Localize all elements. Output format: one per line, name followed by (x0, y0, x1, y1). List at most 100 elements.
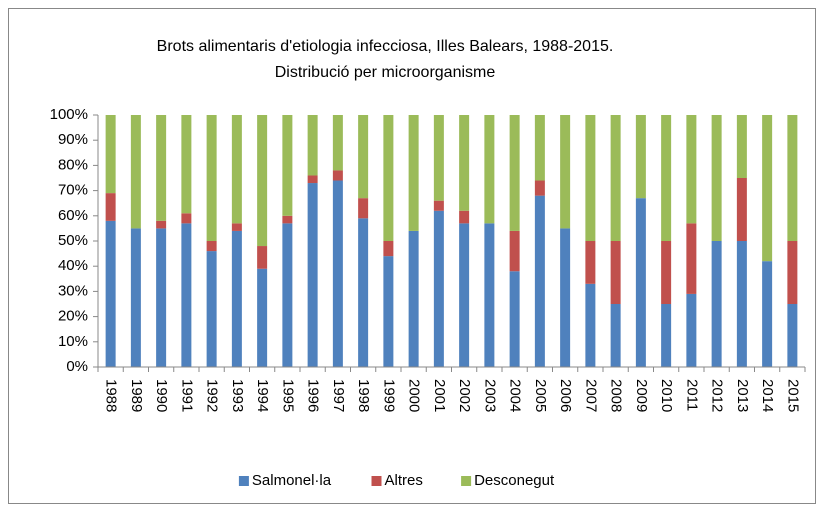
x-tick-label: 1995 (279, 379, 296, 412)
bar-segment (787, 304, 798, 367)
bar-segment (736, 115, 747, 178)
x-tick-label: 1991 (178, 379, 195, 412)
bar-segment (635, 115, 646, 199)
x-tick-label: 2006 (557, 379, 574, 412)
bar-segment (257, 268, 268, 367)
bar-segment (661, 115, 672, 241)
y-tick-label: 10% (58, 333, 88, 350)
bar-segment (282, 223, 293, 367)
x-tick-label: 1993 (229, 379, 246, 412)
x-tick-label: 2000 (406, 379, 423, 412)
x-tick-label: 2003 (481, 379, 498, 412)
bar-segment (358, 198, 369, 219)
bar-segment (610, 115, 621, 241)
x-tick-label: 1997 (330, 379, 347, 412)
bar-segment (459, 223, 470, 367)
bar-segment (181, 223, 192, 367)
bar-segment (585, 241, 596, 284)
bar-segment (686, 115, 697, 224)
bar-segment (661, 304, 672, 367)
x-tick-label: 2008 (608, 379, 625, 412)
x-tick-label: 2014 (759, 379, 776, 412)
x-tick-label: 2015 (784, 379, 801, 412)
bar-segment (307, 183, 318, 367)
bar-segment (358, 218, 369, 367)
bar-segment (130, 115, 141, 229)
chart-subtitle: Distribució per microorganisme (275, 64, 496, 81)
bar-segment (433, 210, 444, 367)
y-tick-label: 30% (58, 282, 88, 299)
bar-segment (130, 228, 141, 367)
bar-segment (610, 304, 621, 367)
legend-label: Altres (385, 472, 423, 489)
y-tick-label: 60% (58, 207, 88, 224)
x-tick-label: 2002 (456, 379, 473, 412)
y-tick-label: 80% (58, 156, 88, 173)
bar-segment (156, 115, 167, 221)
legend-label: Desconegut (474, 472, 555, 489)
bar-segment (736, 178, 747, 241)
x-tick-label: 1988 (103, 379, 120, 412)
bar-segment (105, 115, 116, 194)
x-tick-label: 1989 (128, 379, 145, 412)
x-tick-label: 1998 (355, 379, 372, 412)
x-tick-label: 2007 (582, 379, 599, 412)
y-tick-label: 90% (58, 131, 88, 148)
bar-segment (661, 241, 672, 304)
bar-segment (383, 115, 394, 241)
bar-segment (534, 195, 545, 367)
x-tick-label: 2011 (683, 379, 700, 411)
legend-swatch (238, 476, 249, 486)
bar-segment (206, 115, 217, 241)
bar-segment (257, 246, 268, 269)
bar-segment (408, 115, 419, 231)
x-tick-label: 1990 (153, 379, 170, 412)
bar-segment (181, 213, 192, 224)
bar-segment (257, 115, 268, 247)
x-tick-label: 2005 (532, 379, 549, 412)
bar-segment (762, 115, 773, 262)
bar-segment (610, 241, 621, 304)
bar-segment (585, 115, 596, 241)
bar-segment (736, 241, 747, 367)
y-tick-label: 20% (58, 308, 88, 325)
x-tick-label: 2009 (633, 379, 650, 412)
bar-segment (156, 220, 167, 229)
bar-segment (332, 115, 343, 171)
bar-segment (787, 115, 798, 241)
legend-swatch (371, 476, 382, 486)
bar-segment (560, 115, 571, 229)
bar-segment (206, 251, 217, 367)
bar-segment (484, 223, 495, 367)
bar-segment (459, 115, 470, 211)
bar-segment (383, 241, 394, 257)
x-tick-label: 2013 (734, 379, 751, 412)
bar-segment (585, 283, 596, 367)
y-tick-label: 100% (50, 106, 88, 123)
y-tick-label: 50% (58, 232, 88, 249)
bar-segment (635, 198, 646, 367)
bar-segment (383, 256, 394, 367)
bar-segment (686, 293, 697, 367)
bar-segment (509, 230, 520, 272)
bar-segment (408, 230, 419, 367)
bar-segment (358, 115, 369, 199)
bar-segment (231, 230, 242, 367)
bar-segment (686, 223, 697, 294)
bar-segment (711, 241, 722, 367)
bar-segment (181, 115, 192, 214)
bar-segment (307, 175, 318, 184)
legend-swatch (461, 476, 472, 486)
bar-segment (534, 115, 545, 181)
y-tick-label: 40% (58, 257, 88, 274)
legend-label: Salmonel·la (252, 472, 332, 489)
bar-segment (509, 115, 520, 231)
x-tick-label: 2010 (658, 379, 675, 412)
bar-segment (105, 220, 116, 367)
bar-segment (711, 115, 722, 241)
bar-segment (282, 115, 293, 216)
bar-segment (105, 193, 116, 221)
bar-segment (332, 170, 343, 181)
